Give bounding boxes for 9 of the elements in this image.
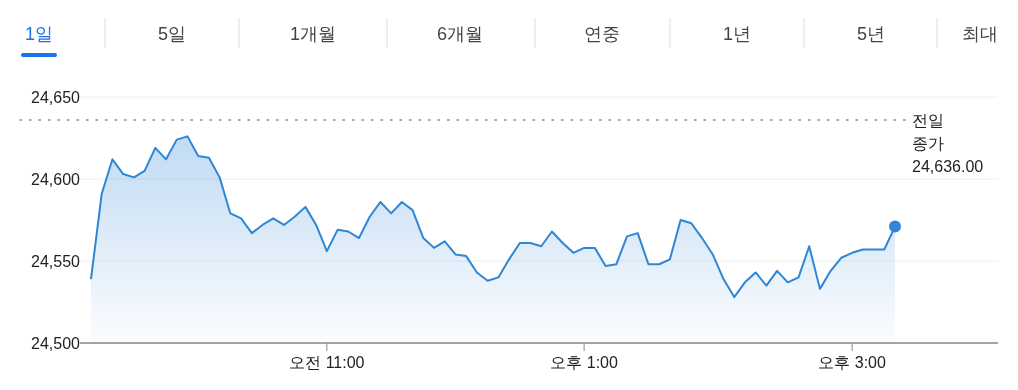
x-tick-label: 오전 11:00	[289, 354, 365, 371]
tabs: 1일 5일 1개월 6개월 연중 1년 5년 최대	[21, 17, 998, 57]
x-tick-label: 오후 1:00	[550, 354, 619, 371]
ref-line-label: 전일 종가 24,636.00	[912, 111, 984, 175]
y-tick-label: 24,650	[31, 89, 81, 106]
y-tick-label: 24,500	[31, 335, 81, 352]
x-tick-label: 오후 3:00	[818, 354, 887, 371]
y-tick-label: 24,550	[31, 253, 81, 270]
y-tick-label: 24,600	[31, 171, 81, 188]
